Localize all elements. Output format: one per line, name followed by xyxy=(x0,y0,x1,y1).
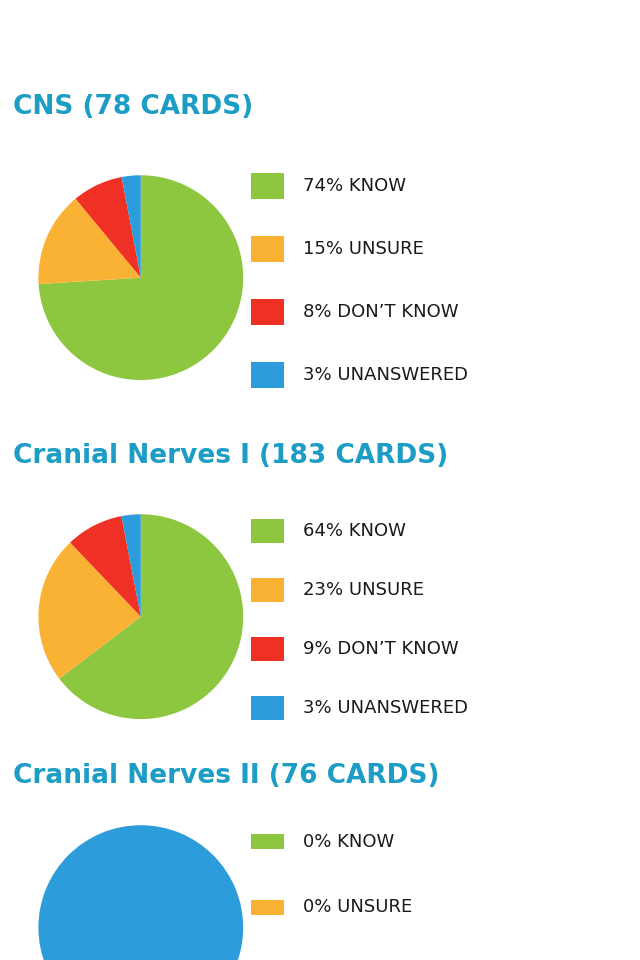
Text: 15% UNSURE: 15% UNSURE xyxy=(303,240,424,258)
Bar xyxy=(251,636,284,660)
Text: 3% UNANSWERED: 3% UNANSWERED xyxy=(303,366,468,384)
Wedge shape xyxy=(122,176,141,277)
Bar xyxy=(29,50,61,55)
Text: CNS (78 CARDS): CNS (78 CARDS) xyxy=(13,94,253,120)
Wedge shape xyxy=(122,515,141,616)
Bar xyxy=(251,236,284,262)
Bar xyxy=(251,518,284,543)
Wedge shape xyxy=(38,542,141,679)
Bar xyxy=(251,900,284,915)
Text: 8% DON’T KNOW: 8% DON’T KNOW xyxy=(303,303,458,321)
Text: 23% UNSURE: 23% UNSURE xyxy=(303,581,424,599)
Text: Statistics: Statistics xyxy=(224,23,416,57)
Bar xyxy=(29,26,61,31)
Bar xyxy=(251,174,284,199)
Wedge shape xyxy=(76,177,141,277)
Wedge shape xyxy=(70,516,141,616)
Bar xyxy=(29,37,61,42)
Wedge shape xyxy=(38,826,243,960)
Wedge shape xyxy=(60,515,243,719)
Bar xyxy=(251,300,284,324)
Text: 0% KNOW: 0% KNOW xyxy=(303,833,394,851)
Text: 9% DON’T KNOW: 9% DON’T KNOW xyxy=(303,639,458,658)
Text: 3% UNANSWERED: 3% UNANSWERED xyxy=(303,699,468,717)
Bar xyxy=(251,834,284,850)
Text: Cranial Nerves I (183 CARDS): Cranial Nerves I (183 CARDS) xyxy=(13,443,448,468)
Wedge shape xyxy=(38,199,141,284)
Bar xyxy=(251,362,284,388)
Text: 0% UNSURE: 0% UNSURE xyxy=(303,899,412,917)
Text: 74% KNOW: 74% KNOW xyxy=(303,178,406,195)
Wedge shape xyxy=(38,176,243,380)
Bar xyxy=(251,578,284,602)
Text: Cranial Nerves II (76 CARDS): Cranial Nerves II (76 CARDS) xyxy=(13,763,439,789)
Text: 64% KNOW: 64% KNOW xyxy=(303,522,406,540)
Bar xyxy=(251,696,284,720)
